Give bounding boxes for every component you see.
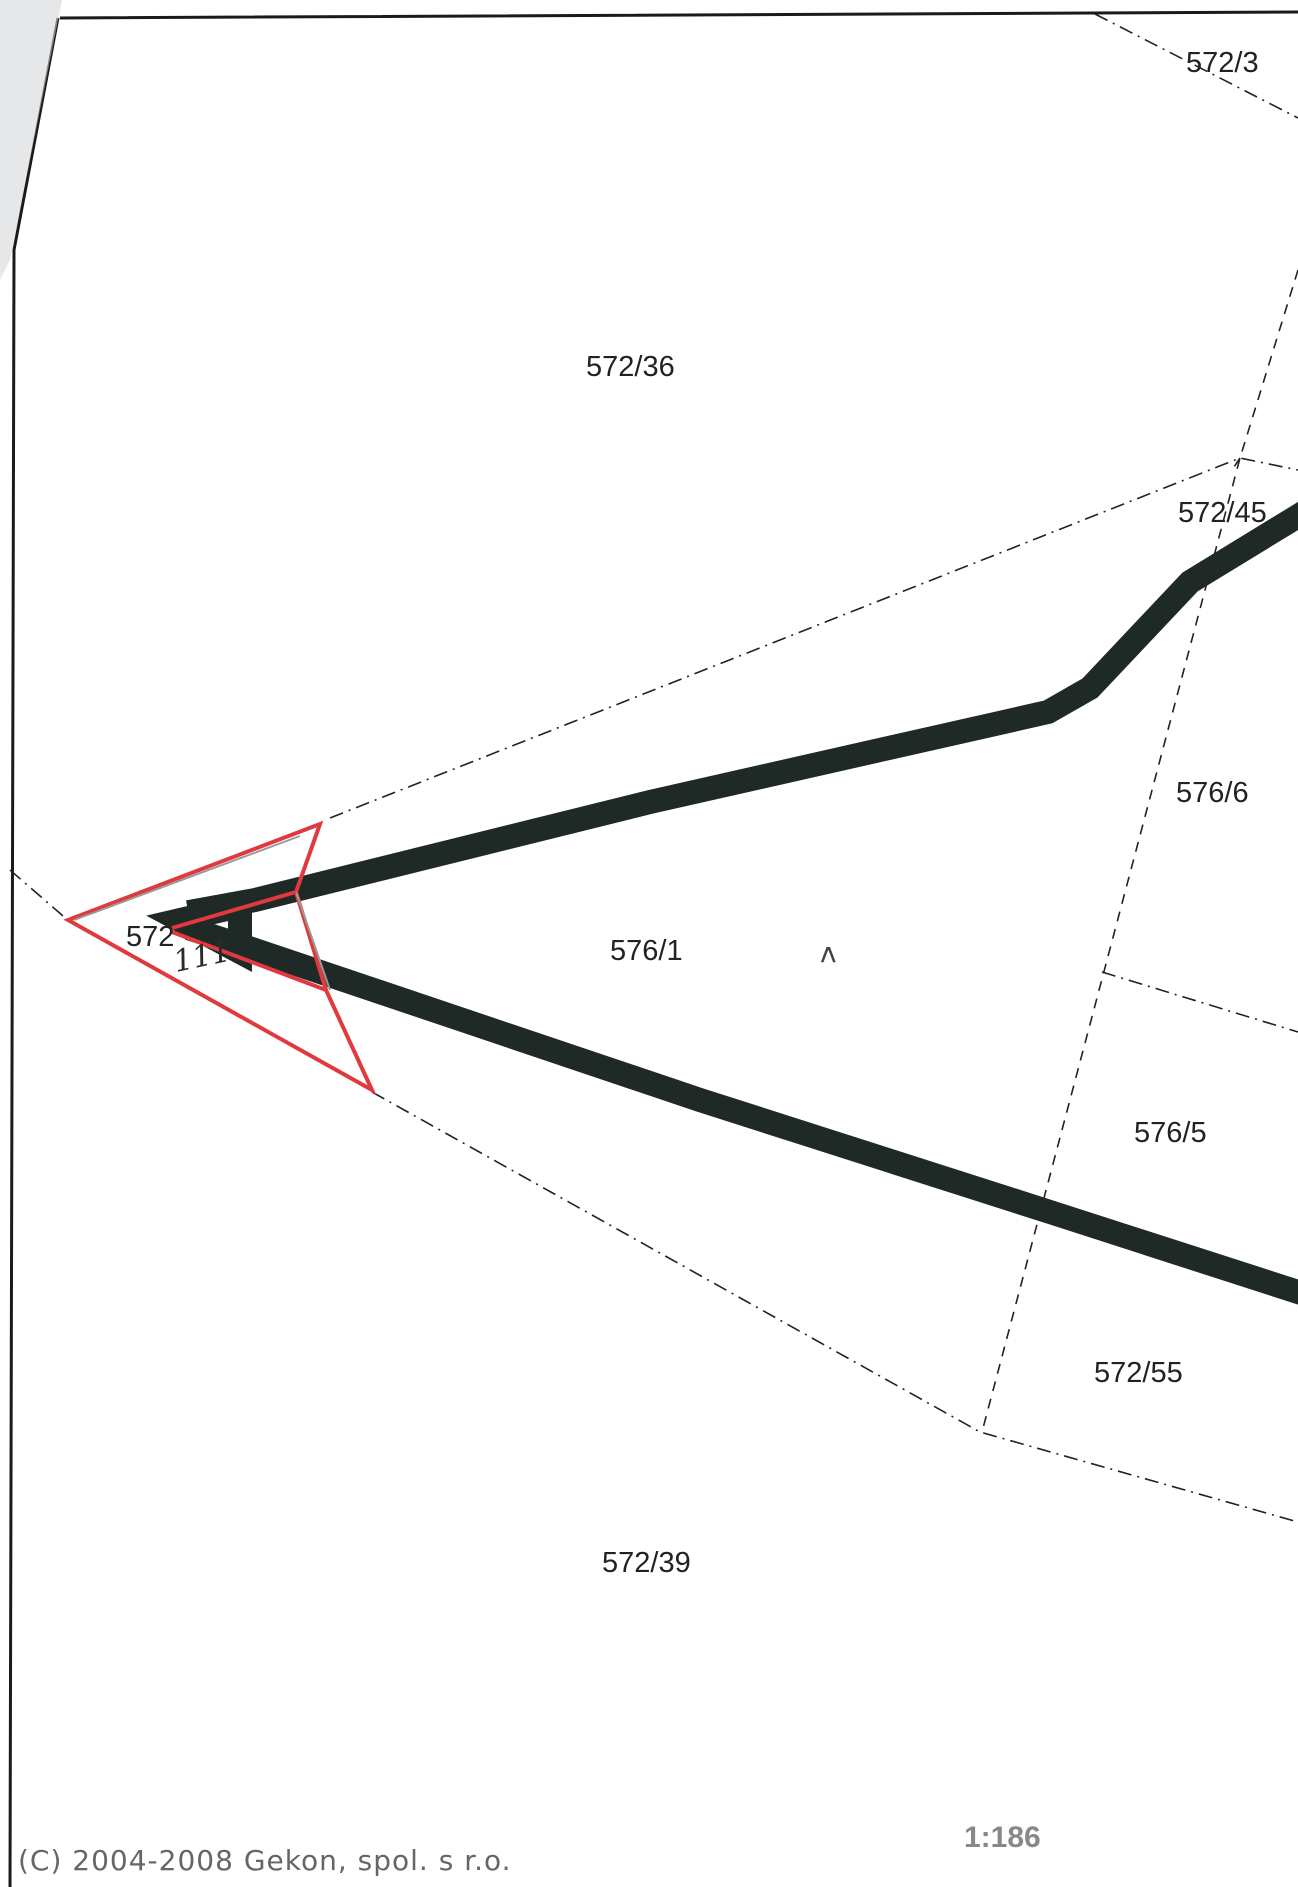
road-lower [184,916,1298,1305]
boundary-left-edge [9,869,71,923]
scale-label: 1:186 [964,1821,1041,1854]
parcel-label-572-36: 572/36 [586,351,675,383]
boundary-top-right [1094,13,1298,119]
marker-apex-red [171,890,327,992]
boundary-mid-right [1101,971,1298,1033]
parcel-label-572-3: 572/3 [1186,47,1259,79]
handwritten-mark: 111 [170,934,233,980]
parcel-label-572-39: 572/39 [602,1547,691,1579]
parcel-label-576-1: 576/1 [610,935,683,967]
copyright-notice: (C) 2004-2008 Gekon, spol. s r.o. [18,1844,512,1877]
parcel-label-572-45: 572/45 [1178,497,1267,529]
parcel-label-572-partial: 572 [126,921,174,953]
map-frame [8,10,1298,1887]
parcel-label-572-55: 572/55 [1094,1357,1183,1389]
paper-fold [0,0,62,280]
highlighted-parcel-marker [63,820,377,1095]
parcel-label-576-5: 576/5 [1134,1117,1207,1149]
road-upper [186,501,1298,924]
boundary-lower [371,1091,1298,1523]
boundary-vertical [981,269,1298,1433]
parcel-label-576-6: 576/6 [1176,777,1249,809]
boundary-vertical-tick [1231,457,1241,471]
marker-inner-line [295,891,331,991]
road-apex [146,890,252,972]
boundary-upper [329,457,1298,819]
point-mark: ʌ [820,936,837,969]
marker-inner-edge [73,835,301,921]
